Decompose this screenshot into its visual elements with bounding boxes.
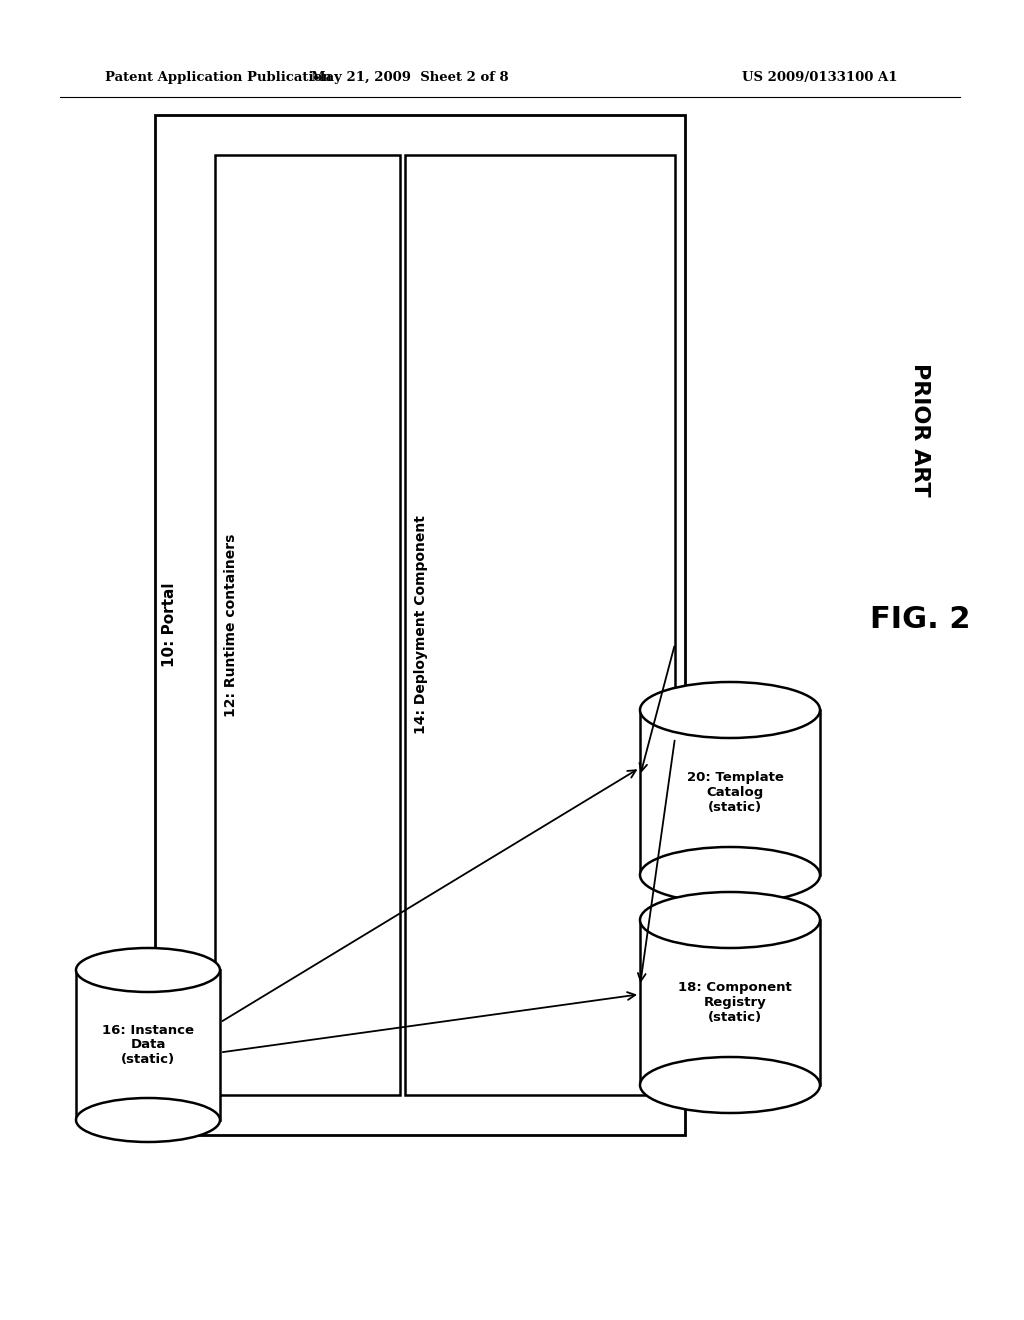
Text: 16: Instance
Data
(static): 16: Instance Data (static) (102, 1023, 194, 1067)
Polygon shape (76, 970, 220, 1119)
Text: FIG. 2: FIG. 2 (869, 606, 971, 635)
Ellipse shape (640, 892, 820, 948)
Ellipse shape (640, 1057, 820, 1113)
Ellipse shape (76, 948, 220, 993)
Ellipse shape (640, 682, 820, 738)
Text: 12: Runtime containers: 12: Runtime containers (224, 533, 238, 717)
Text: Patent Application Publication: Patent Application Publication (105, 71, 332, 84)
Bar (215, 154, 400, 1096)
Text: 20: Template
Catalog
(static): 20: Template Catalog (static) (686, 771, 783, 814)
Polygon shape (640, 920, 820, 1085)
Text: 18: Component
Registry
(static): 18: Component Registry (static) (678, 981, 792, 1024)
Bar (155, 115, 685, 1135)
Polygon shape (640, 710, 820, 875)
Text: PRIOR ART: PRIOR ART (910, 363, 930, 496)
Ellipse shape (640, 847, 820, 903)
Text: 10: Portal: 10: Portal (162, 582, 176, 667)
Text: 14: Deployment Component: 14: Deployment Component (414, 516, 428, 734)
Ellipse shape (76, 1098, 220, 1142)
Bar (406, 154, 675, 1096)
Text: May 21, 2009  Sheet 2 of 8: May 21, 2009 Sheet 2 of 8 (311, 71, 509, 84)
Text: US 2009/0133100 A1: US 2009/0133100 A1 (742, 71, 898, 84)
